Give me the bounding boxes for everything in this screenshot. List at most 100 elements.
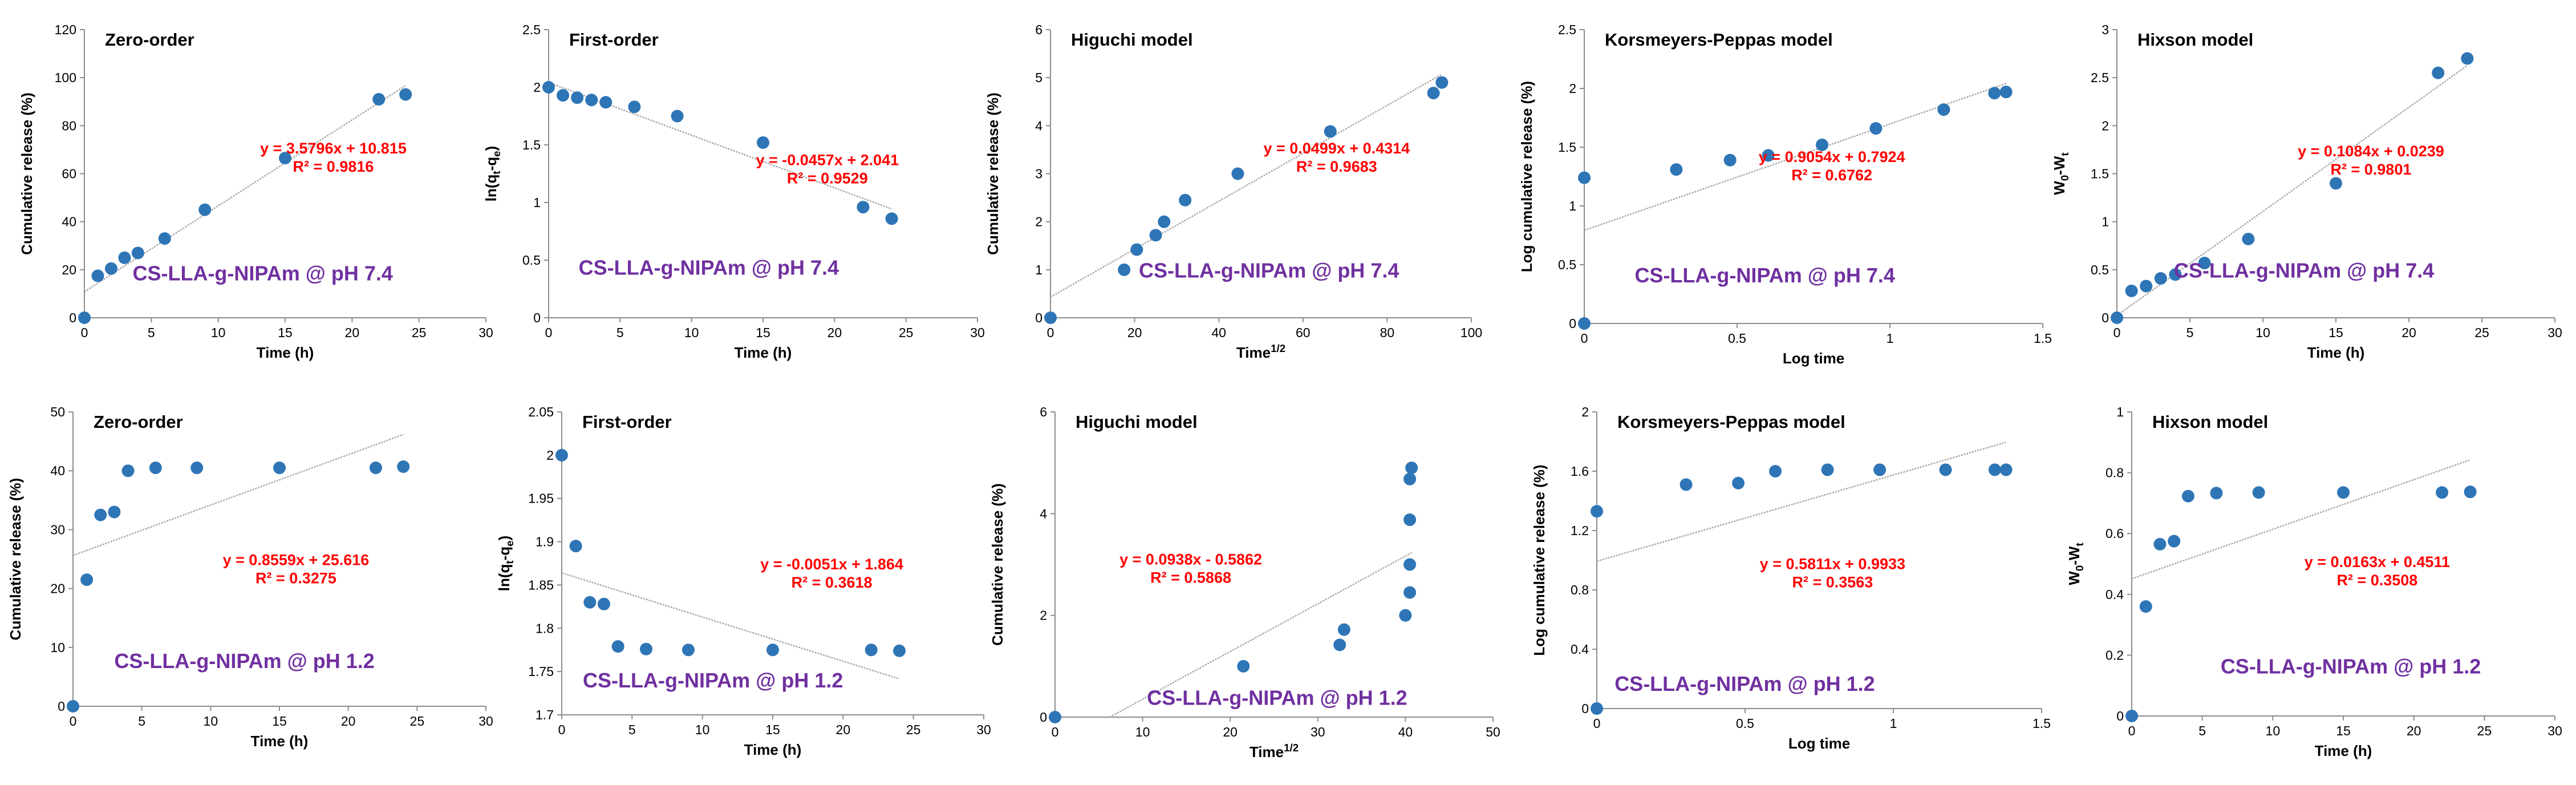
data-point <box>2210 487 2223 500</box>
x-tick-label: 20 <box>2401 325 2416 340</box>
data-point <box>198 203 212 216</box>
y-tick-label: 0 <box>2102 310 2109 325</box>
data-point <box>108 505 121 519</box>
data-point <box>1399 609 1412 622</box>
trendline <box>1109 552 1412 718</box>
y-tick-label: 1.6 <box>1571 464 1589 479</box>
trendline-equation: y = 0.0499x + 0.4314 <box>1263 140 1410 157</box>
x-tick-label: 15 <box>2336 723 2351 738</box>
chart-panel-4: 0 0.5 1 1.5 0 0.5 1 1.5 2 2.5 Log time Log cumulati… <box>1518 22 2052 367</box>
data-point <box>2252 486 2265 499</box>
y-tick-label: 1.5 <box>2091 167 2109 181</box>
x-tick-label: 60 <box>1296 325 1311 340</box>
data-point <box>1821 463 1834 476</box>
x-tick-label: 1.5 <box>2034 331 2052 346</box>
y-tick-label: 2 <box>1040 608 1047 623</box>
y-tick-label: 20 <box>62 262 76 277</box>
data-point <box>158 232 171 245</box>
data-point <box>2169 268 2182 281</box>
r-squared: R² = 0.3275 <box>255 569 336 586</box>
data-point <box>1403 513 1417 527</box>
y-tick-label: 4 <box>1035 118 1042 133</box>
x-tick-label: 20 <box>836 722 851 737</box>
y-tick-label: 2.5 <box>2091 70 2109 85</box>
sample-label: CS-LLA-g-NIPAm @ pH 7.4 <box>1634 264 1895 287</box>
y-tick-label: 0 <box>1035 310 1042 325</box>
sample-label: CS-LLA-g-NIPAm @ pH 7.4 <box>2174 258 2434 282</box>
data-point <box>131 246 144 260</box>
data-point <box>1732 476 1745 489</box>
x-tick-label: 80 <box>1380 325 1395 340</box>
data-point <box>757 136 769 149</box>
r-squared: R² = 0.9801 <box>2331 161 2412 178</box>
y-tick-label: 10 <box>50 640 65 655</box>
trendline-equation: y = 0.9054x + 0.7924 <box>1759 148 1905 165</box>
y-tick-label: 1.5 <box>1558 140 1576 155</box>
chart-title: First-order <box>582 412 672 432</box>
x-tick-label: 20 <box>2407 723 2421 738</box>
data-point <box>1988 463 2001 476</box>
data-point <box>1049 711 1061 723</box>
y-tick-label: 0.5 <box>1558 257 1576 272</box>
data-point <box>1988 87 2001 100</box>
y-tick-label: 6 <box>1040 404 1047 419</box>
y-tick-label: 0 <box>69 310 76 325</box>
y-tick-label: 2 <box>1569 81 1576 96</box>
data-point <box>1118 263 1131 276</box>
x-tick-label: 1 <box>1890 716 1897 731</box>
data-point <box>121 464 135 478</box>
x-tick-label: 25 <box>412 325 427 340</box>
data-point <box>2168 535 2181 548</box>
chart-title: Korsmeyers-Peppas model <box>1617 412 1845 432</box>
y-tick-label: 40 <box>50 463 65 478</box>
chart-title: First-order <box>569 30 659 50</box>
y-tick-label: 0.5 <box>522 253 541 268</box>
y-tick-label: 80 <box>62 118 76 133</box>
data-point <box>1873 463 1887 476</box>
data-point <box>1937 103 1950 116</box>
sample-label: CS-LLA-g-NIPAm @ pH 7.4 <box>579 256 839 279</box>
x-axis-title: Time (h) <box>735 344 792 361</box>
y-tick-label: 100 <box>55 70 76 85</box>
sample-label: CS-LLA-g-NIPAm @ pH 1.2 <box>2221 654 2481 678</box>
x-tick-label: 0 <box>545 325 553 340</box>
y-tick-label: 2 <box>546 448 554 463</box>
y-tick-label: 0.8 <box>2106 466 2124 480</box>
y-tick-label: 3 <box>2102 22 2109 37</box>
y-axis-title: W0-Wt <box>2051 152 2071 195</box>
trendline <box>561 572 900 680</box>
y-axis-title: Cumulative release (%) <box>18 92 35 255</box>
chart-panel-2: 0 5 10 15 20 25 30 0 0.5 1 1.5 2 2.5 Time (h) ln(qt-qe… <box>482 22 985 361</box>
y-tick-label: 2.05 <box>528 404 554 419</box>
data-point <box>1578 171 1591 184</box>
y-tick-label: 1.85 <box>528 577 554 592</box>
x-axis-title: Time (h) <box>2307 344 2365 361</box>
x-tick-label: 0 <box>70 714 77 729</box>
data-point <box>369 462 382 475</box>
y-tick-label: 1.5 <box>522 137 541 152</box>
y-axis-title: Cumulative release (%) <box>984 92 1001 255</box>
r-squared: R² = 0.3508 <box>2336 572 2417 589</box>
y-tick-label: 2.5 <box>522 22 541 37</box>
x-tick-label: 0.5 <box>1736 716 1754 731</box>
y-axis-title: Log cumulative release (%) <box>1531 464 1548 655</box>
chart-panel-1: 0 5 10 15 20 25 30 0 20 40 60 80 100 120 Time (h) Cumul… <box>18 22 493 361</box>
x-tick-label: 0 <box>81 325 88 340</box>
r-squared: R² = 0.9816 <box>293 158 374 175</box>
trendline-equation: y = 0.0163x + 0.4511 <box>2305 553 2450 570</box>
x-tick-label: 30 <box>2547 325 2562 340</box>
x-tick-label: 0 <box>1593 716 1601 731</box>
y-tick-label: 1.75 <box>528 664 554 679</box>
y-tick-label: 60 <box>62 167 76 181</box>
data-point <box>569 540 582 553</box>
y-tick-label: 2 <box>2102 118 2109 133</box>
x-tick-label: 1 <box>1887 331 1894 346</box>
y-tick-label: 1.2 <box>1571 523 1589 538</box>
x-tick-label: 0 <box>2113 325 2121 340</box>
data-point <box>1670 163 1683 176</box>
trendline-equation: y = 0.0938x - 0.5862 <box>1119 551 1262 568</box>
data-point <box>1403 558 1417 571</box>
data-point <box>2330 177 2342 190</box>
data-point <box>2432 66 2445 79</box>
